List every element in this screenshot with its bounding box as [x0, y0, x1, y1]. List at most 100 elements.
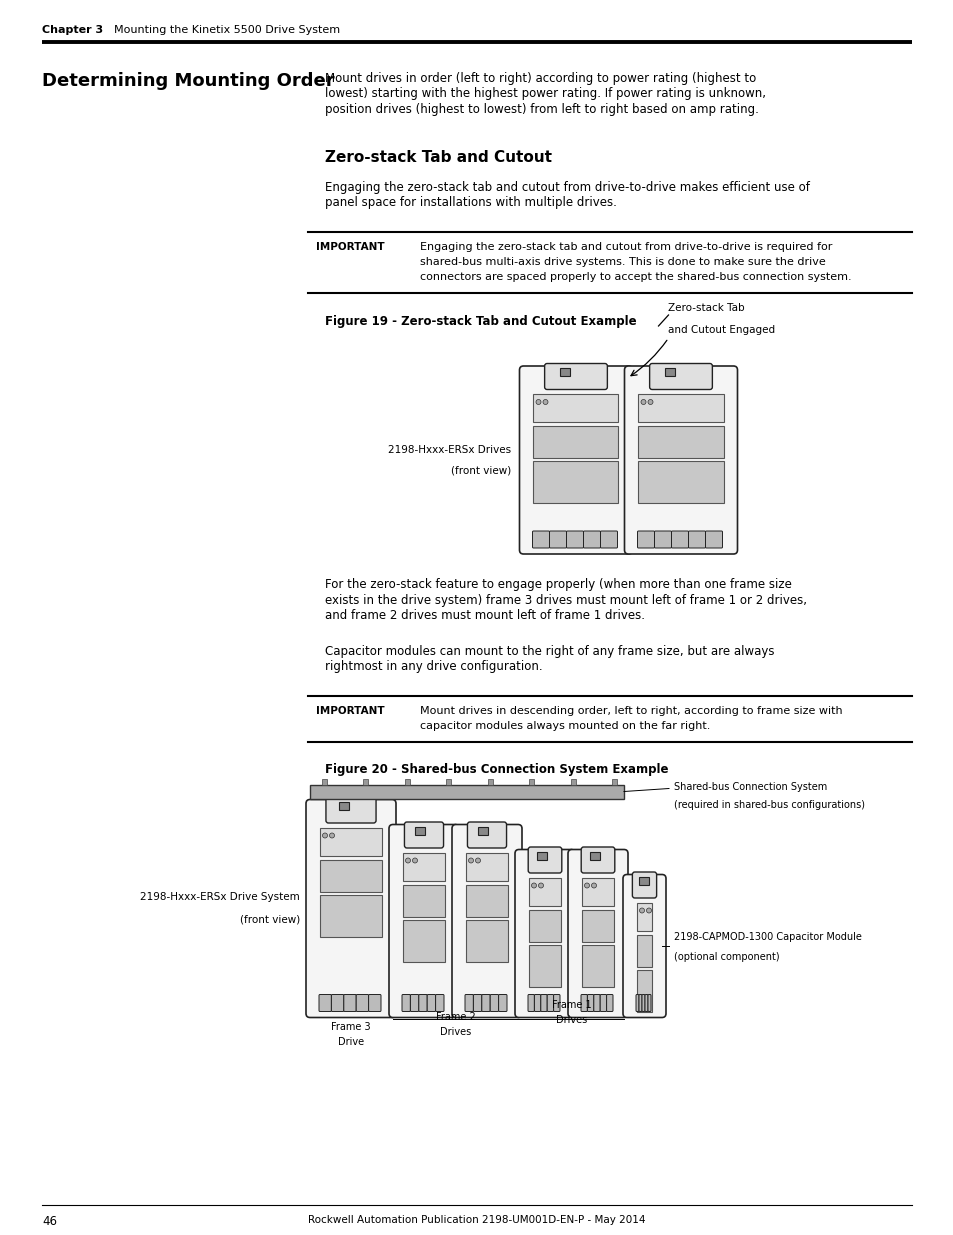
FancyBboxPatch shape [355, 994, 368, 1011]
Text: Capacitor modules can mount to the right of any frame size, but are always: Capacitor modules can mount to the right… [325, 645, 774, 657]
Circle shape [536, 399, 540, 405]
FancyBboxPatch shape [326, 797, 375, 823]
Bar [637, 935, 651, 967]
Text: shared-bus multi-axis drive systems. This is done to make sure the drive: shared-bus multi-axis drive systems. Thi… [419, 257, 825, 267]
Bar [446, 778, 451, 784]
Circle shape [640, 399, 645, 405]
Bar [590, 851, 599, 860]
FancyBboxPatch shape [639, 994, 641, 1011]
Bar [570, 778, 575, 784]
Bar [363, 778, 368, 784]
FancyBboxPatch shape [606, 994, 613, 1011]
FancyBboxPatch shape [532, 531, 549, 548]
Text: panel space for installations with multiple drives.: panel space for installations with multi… [325, 196, 617, 209]
Bar [415, 826, 424, 835]
FancyBboxPatch shape [368, 994, 380, 1011]
Text: (front view): (front view) [451, 466, 511, 475]
Bar [477, 826, 487, 835]
Circle shape [405, 858, 410, 863]
Text: IMPORTANT: IMPORTANT [315, 242, 384, 252]
FancyBboxPatch shape [515, 850, 575, 1018]
Text: Mount drives in order (left to right) according to power rating (highest to: Mount drives in order (left to right) ac… [325, 72, 756, 85]
FancyBboxPatch shape [632, 872, 656, 898]
Bar [581, 909, 614, 941]
FancyBboxPatch shape [527, 994, 534, 1011]
Text: Mounting the Kinetix 5500 Drive System: Mounting the Kinetix 5500 Drive System [113, 25, 340, 35]
Circle shape [537, 883, 543, 888]
FancyBboxPatch shape [654, 531, 671, 548]
Bar [559, 368, 570, 375]
FancyBboxPatch shape [343, 994, 355, 1011]
Circle shape [591, 883, 596, 888]
Text: Drive: Drive [337, 1037, 364, 1047]
Bar [581, 945, 614, 987]
Bar [402, 852, 444, 881]
Bar [637, 903, 651, 930]
Text: Determining Mounting Order: Determining Mounting Order [42, 72, 335, 90]
Text: Frame 2: Frame 2 [436, 1011, 475, 1021]
Bar [404, 778, 410, 784]
Text: Frame 1: Frame 1 [551, 999, 591, 1009]
FancyBboxPatch shape [401, 994, 410, 1011]
Bar [638, 426, 722, 458]
FancyBboxPatch shape [567, 850, 627, 1018]
FancyBboxPatch shape [599, 531, 617, 548]
Text: rightmost in any drive configuration.: rightmost in any drive configuration. [325, 659, 542, 673]
Text: Mount drives in descending order, left to right, according to frame size with: Mount drives in descending order, left t… [419, 705, 841, 715]
FancyBboxPatch shape [427, 994, 436, 1011]
Bar [319, 860, 381, 892]
FancyBboxPatch shape [528, 847, 561, 873]
FancyBboxPatch shape [318, 994, 331, 1011]
Bar [664, 368, 675, 375]
Bar [338, 802, 349, 809]
FancyBboxPatch shape [389, 825, 458, 1018]
Bar [533, 426, 618, 458]
FancyBboxPatch shape [599, 994, 606, 1011]
FancyBboxPatch shape [644, 994, 647, 1011]
Text: Zero-stack Tab and Cutout: Zero-stack Tab and Cutout [325, 151, 552, 165]
Bar [402, 920, 444, 962]
FancyBboxPatch shape [580, 847, 614, 873]
Bar [465, 884, 507, 916]
Bar [638, 461, 722, 503]
FancyBboxPatch shape [649, 363, 712, 389]
FancyBboxPatch shape [566, 531, 583, 548]
Text: Drives: Drives [439, 1028, 471, 1037]
Circle shape [646, 908, 651, 913]
Text: 2198-Hxxx-ERSx Drives: 2198-Hxxx-ERSx Drives [388, 445, 511, 454]
FancyBboxPatch shape [671, 531, 688, 548]
Circle shape [639, 908, 644, 913]
Text: and frame 2 drives must mount left of frame 1 drives.: and frame 2 drives must mount left of fr… [325, 609, 644, 622]
FancyBboxPatch shape [464, 994, 473, 1011]
FancyBboxPatch shape [647, 994, 650, 1011]
Circle shape [542, 399, 547, 405]
FancyBboxPatch shape [410, 994, 418, 1011]
Bar [612, 778, 617, 784]
Bar [319, 894, 381, 936]
FancyBboxPatch shape [452, 825, 521, 1018]
Bar [402, 884, 444, 916]
Text: (optional component): (optional component) [673, 952, 779, 962]
FancyBboxPatch shape [587, 994, 593, 1011]
Bar [637, 969, 651, 1011]
FancyBboxPatch shape [534, 994, 540, 1011]
FancyBboxPatch shape [553, 994, 559, 1011]
Text: IMPORTANT: IMPORTANT [315, 705, 384, 715]
Text: (front view): (front view) [239, 914, 299, 925]
Bar [319, 827, 381, 856]
Bar [533, 461, 618, 503]
Text: Figure 20 - Shared-bus Connection System Example: Figure 20 - Shared-bus Connection System… [325, 763, 668, 777]
FancyBboxPatch shape [580, 994, 587, 1011]
Bar [537, 851, 547, 860]
Bar [322, 778, 327, 784]
Bar [638, 394, 722, 422]
FancyBboxPatch shape [467, 823, 506, 848]
Circle shape [468, 858, 473, 863]
FancyBboxPatch shape [637, 531, 654, 548]
FancyBboxPatch shape [404, 823, 443, 848]
Bar [639, 877, 649, 884]
Text: and Cutout Engaged: and Cutout Engaged [668, 325, 775, 335]
FancyBboxPatch shape [481, 994, 490, 1011]
Bar [529, 945, 560, 987]
Text: connectors are spaced properly to accept the shared-bus connection system.: connectors are spaced properly to accept… [419, 273, 851, 283]
